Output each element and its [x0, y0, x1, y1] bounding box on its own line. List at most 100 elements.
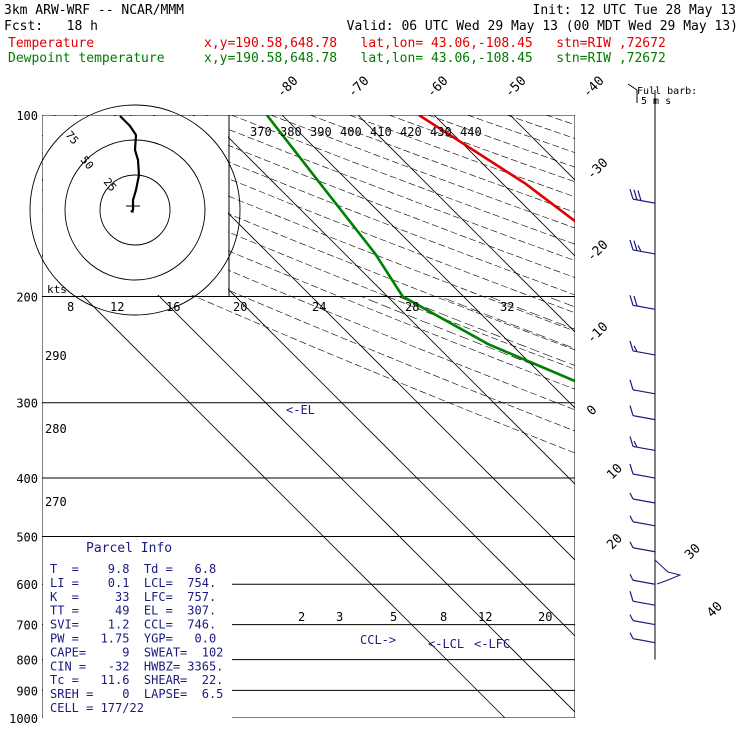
wind-barb [629, 239, 656, 255]
barb-feather [629, 632, 634, 639]
barb-feather [629, 591, 634, 602]
theta-label: 400 [340, 125, 362, 139]
wind-barb [629, 632, 656, 644]
parcel-row: LI = 0.1 LCL= 754. [50, 576, 216, 590]
pressure-label-600: 600 [16, 578, 38, 592]
mixing-ratio-label: 20 [233, 300, 247, 314]
parcel-row: CAPE= 9 SWEAT= 102 [50, 645, 223, 659]
pressure-label-700: 700 [16, 619, 38, 633]
barb-feather [633, 295, 638, 307]
parcel-row: SREH = 0 LAPSE= 6.5 [50, 687, 223, 701]
mixing-ratio-label: 8 [440, 610, 447, 624]
mixing-ratio-label: 24 [312, 300, 326, 314]
barb-feather [629, 463, 634, 475]
barb-feather [633, 440, 638, 448]
dry-adiabat [152, 115, 575, 278]
parcel-row: Tc = 11.6 SHEAR= 22. [50, 673, 223, 687]
barb-staff [632, 473, 656, 479]
theta-label: 380 [280, 125, 302, 139]
lcl-annotation: <-LCL [428, 637, 464, 651]
barb-feather [629, 295, 634, 306]
wind-barb [629, 515, 656, 527]
barb-feather [629, 239, 634, 251]
wind-barb [629, 614, 656, 626]
valid-time: Valid: 06 UTC Wed 29 May 13 (00 MDT Wed … [346, 19, 738, 34]
isotherm [42, 254, 506, 718]
isotherm-label: -20 [584, 238, 611, 265]
parcel-info-box: Parcel Info T = 9.8 Td = 6.8LI = 0.1 LCL=… [43, 537, 232, 718]
isotherm [509, 115, 575, 181]
barb-staff [632, 579, 656, 585]
barb-feather [637, 245, 642, 252]
dewpoint-location: x,y=190.58,648.78 lat,lon= 43.06,-108.45… [204, 51, 666, 66]
kts-label: kts [47, 283, 67, 296]
mixing-ratio-label: 16 [166, 300, 180, 314]
barb-staff [632, 620, 656, 626]
pressure-label-500: 500 [16, 530, 38, 544]
barb-legend-title: Full barb: [637, 86, 697, 97]
pressure-label-800: 800 [16, 654, 38, 668]
barb-staff [632, 547, 656, 553]
dewpoint-line [265, 115, 575, 383]
barb-legend-tick [627, 83, 638, 91]
lfc-annotation: <-LFC [474, 637, 510, 651]
dry-adiabat [625, 115, 740, 718]
el-annotation: <-EL [286, 403, 315, 417]
isotherm-label: -80 [274, 74, 301, 101]
barb-feather [629, 405, 634, 416]
theta-label: 430 [430, 125, 452, 139]
dry-adiabat [349, 115, 575, 198]
dry-adiabat [664, 115, 740, 718]
dry-adiabat [191, 115, 575, 261]
barb-staff [632, 304, 656, 310]
barb-feather [629, 188, 634, 200]
moist-adiabat [700, 297, 740, 719]
mixing-ratio-label: 20 [538, 610, 552, 624]
barb-feather [629, 492, 634, 500]
moist-adiabat [617, 297, 740, 719]
low-level-barb [654, 559, 682, 585]
isotherm-label: 30 [682, 541, 704, 563]
isotherm-label: -40 [580, 74, 607, 101]
wind-barb [629, 463, 656, 479]
dry-adiabat [467, 115, 575, 154]
isotherm [586, 115, 740, 718]
barb-feather [633, 240, 638, 251]
isotherm-label: -10 [584, 320, 611, 347]
barb-staff [632, 389, 656, 395]
mixing-ratio-label: 12 [110, 300, 124, 314]
barb-legend-unit: 5 m s [641, 96, 671, 107]
parcel-row: T = 9.8 Td = 6.8 [50, 562, 216, 576]
pressure-label-1000: 1000 [9, 712, 38, 726]
theta-left-label: 270 [45, 495, 67, 509]
isotherm-label: -50 [502, 74, 529, 101]
wind-barb [629, 541, 656, 553]
mixing-ratio-label: 5 [390, 610, 397, 624]
model-title: 3km ARW-WRF -- NCAR/MMM [4, 3, 185, 18]
barb-feather [629, 379, 634, 390]
dry-adiabat [586, 115, 740, 718]
barb-staff [632, 249, 656, 255]
isotherm [357, 115, 575, 333]
parcel-row: SVI= 1.2 CCL= 746. [50, 618, 216, 632]
isotherm-label: 0 [584, 403, 600, 419]
dry-adiabat [270, 115, 575, 229]
parcel-background [43, 537, 232, 718]
parcel-row: CIN = -32 HWBZ= 3365. [50, 659, 223, 673]
isotherm [433, 115, 575, 257]
barb-feather [629, 515, 634, 523]
wind-barb [629, 340, 656, 356]
parcel-row: TT = 49 EL = 307. [50, 604, 216, 618]
isotherm-label: 40 [704, 599, 726, 621]
parcel-info-title: Parcel Info [86, 541, 172, 556]
barb-staff [632, 600, 656, 606]
pressure-label-100: 100 [16, 109, 38, 123]
mixing-ratio-label: 8 [67, 300, 74, 314]
barb-feather [629, 541, 634, 549]
mixing-ratio-label: 32 [500, 300, 514, 314]
dry-adiabat [546, 115, 575, 126]
init-time: Init: 12 UTC Tue 28 May 13 [532, 3, 737, 18]
wind-profile: Full barb:5 m s [627, 83, 697, 660]
